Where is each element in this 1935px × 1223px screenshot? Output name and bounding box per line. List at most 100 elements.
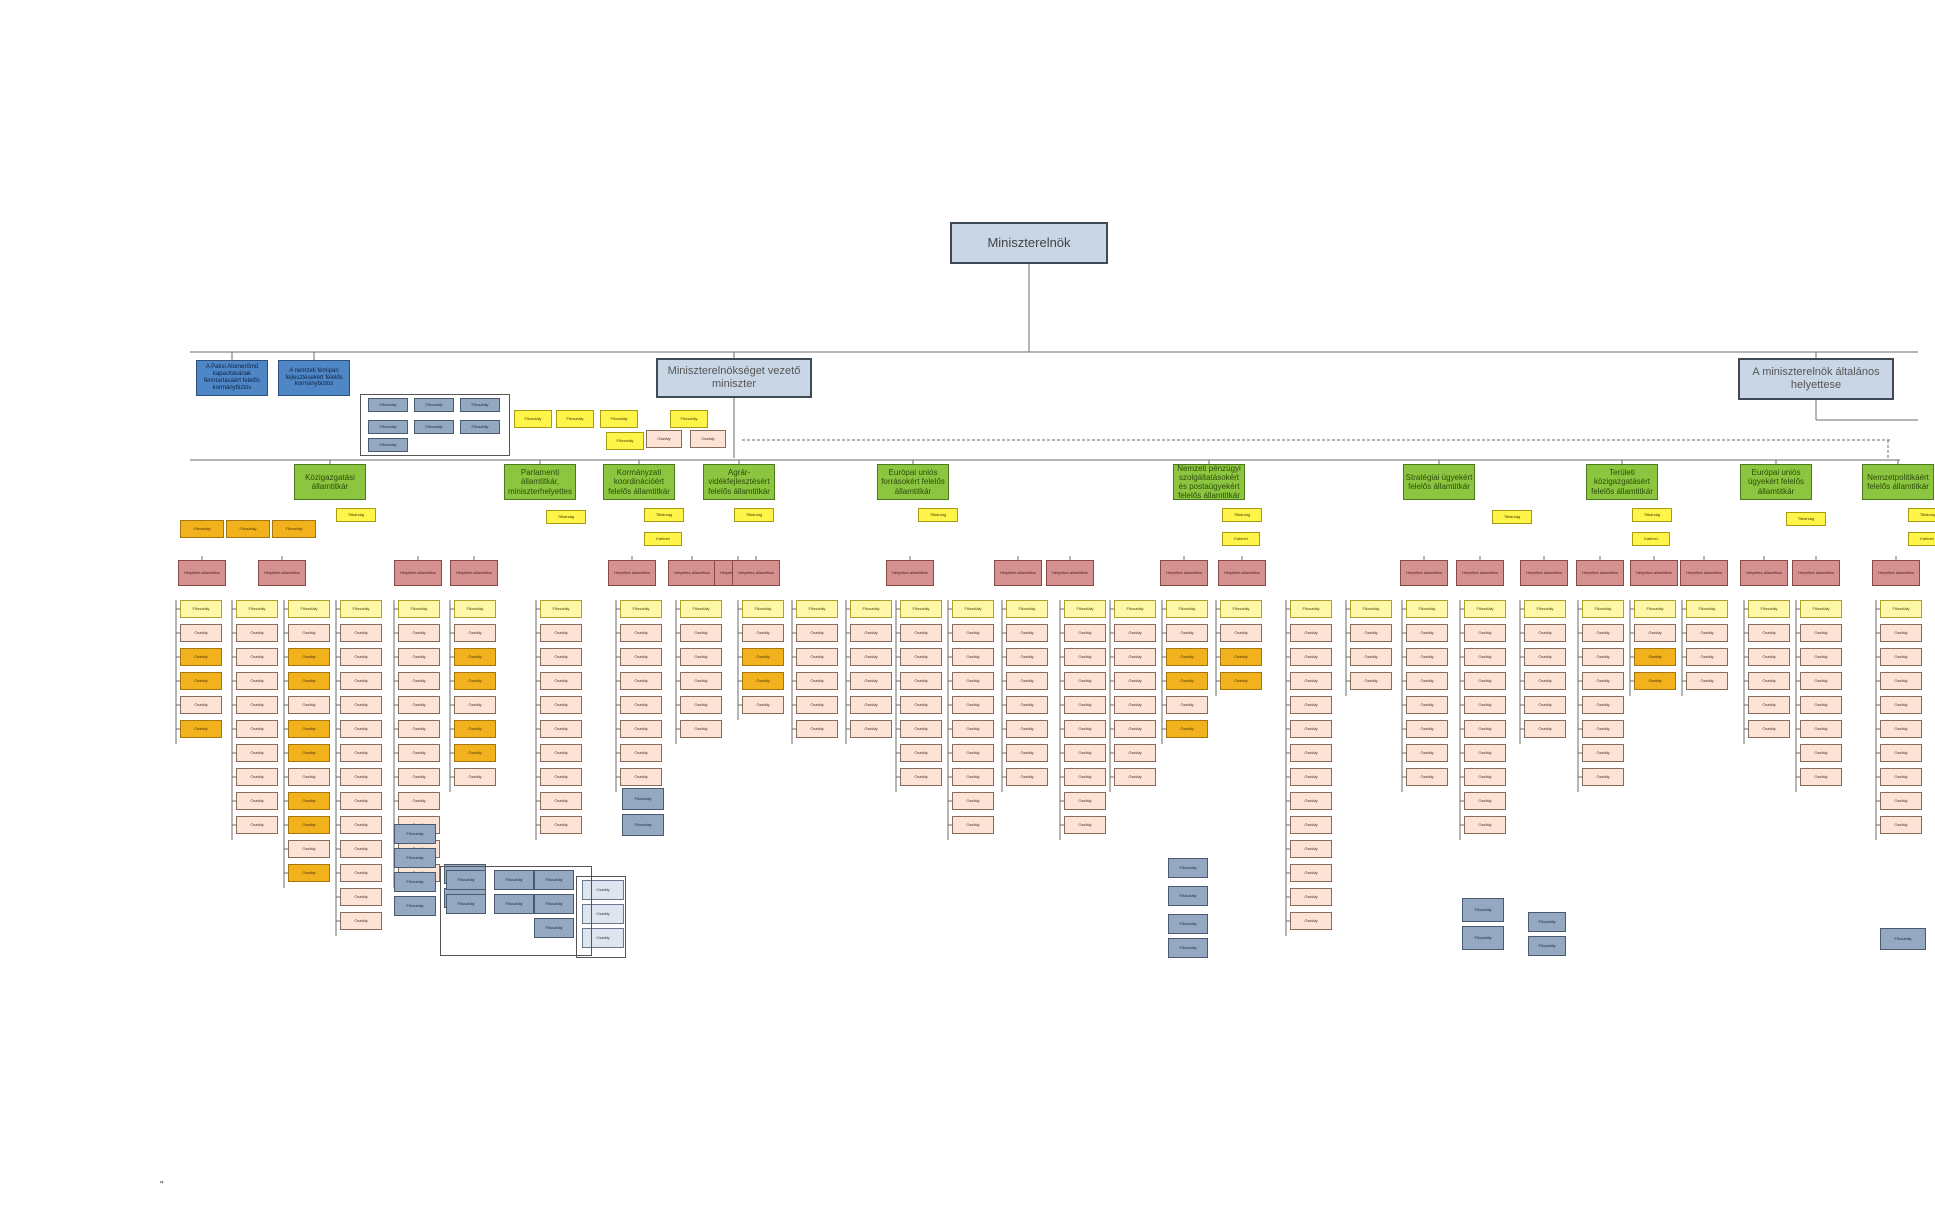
lyel-unit-box[interactable]: Főosztály <box>1006 600 1048 618</box>
peach-unit-box[interactable]: Osztály <box>646 430 682 448</box>
peach-unit-box[interactable]: Osztály <box>288 840 330 858</box>
peach-unit-box[interactable]: Osztály <box>850 720 892 738</box>
peach-unit-box[interactable]: Osztály <box>1114 768 1156 786</box>
peach-unit-box[interactable]: Osztály <box>1800 744 1842 762</box>
yellow-unit-box[interactable]: Titkárság <box>1908 508 1935 522</box>
peach-unit-box[interactable]: Osztály <box>540 816 582 834</box>
grey-unit-box[interactable]: Főosztály <box>1528 936 1566 956</box>
red-unit-box[interactable]: Helyettes államtitkár <box>994 560 1042 586</box>
peach-unit-box[interactable]: Osztály <box>952 744 994 762</box>
grey-unit-box[interactable]: Főosztály <box>494 894 534 914</box>
peach-unit-box[interactable]: Osztály <box>1582 720 1624 738</box>
lyel-unit-box[interactable]: Főosztály <box>1464 600 1506 618</box>
orange-unit-box[interactable]: Osztály <box>1166 672 1208 690</box>
peach-unit-box[interactable]: Osztály <box>1290 768 1332 786</box>
lgrey-unit-box[interactable]: Osztály <box>582 928 624 948</box>
peach-unit-box[interactable]: Osztály <box>1880 624 1922 642</box>
grey-unit-box[interactable]: Főosztály <box>414 398 454 412</box>
peach-unit-box[interactable]: Osztály <box>1524 624 1566 642</box>
peach-unit-box[interactable]: Osztály <box>1880 768 1922 786</box>
red-unit-box[interactable]: Helyettes államtitkár <box>450 560 498 586</box>
yellow-unit-box[interactable]: Főosztály <box>556 410 594 428</box>
peach-unit-box[interactable]: Osztály <box>680 648 722 666</box>
lyel-unit-box[interactable]: Főosztály <box>742 600 784 618</box>
peach-unit-box[interactable]: Osztály <box>1524 648 1566 666</box>
peach-unit-box[interactable]: Osztály <box>288 624 330 642</box>
peach-unit-box[interactable]: Osztály <box>1064 768 1106 786</box>
peach-unit-box[interactable]: Osztály <box>1006 672 1048 690</box>
orange-unit-box[interactable]: Osztály <box>454 720 496 738</box>
yellow-unit-box[interactable]: Titkárság <box>1222 508 1262 522</box>
orange-unit-box[interactable]: Osztály <box>1220 672 1262 690</box>
peach-unit-box[interactable]: Osztály <box>454 624 496 642</box>
orange-unit-box[interactable]: Osztály <box>454 648 496 666</box>
peach-unit-box[interactable]: Osztály <box>1464 696 1506 714</box>
grey-unit-box[interactable]: Főosztály <box>534 894 574 914</box>
peach-unit-box[interactable]: Osztály <box>1114 624 1156 642</box>
yellow-unit-box[interactable]: Titkárság <box>1786 512 1826 526</box>
grey-unit-box[interactable]: Főosztály <box>394 848 436 868</box>
lyel-unit-box[interactable]: Főosztály <box>680 600 722 618</box>
lyel-unit-box[interactable]: Főosztály <box>1406 600 1448 618</box>
red-unit-box[interactable]: Helyettes államtitkár <box>1680 560 1728 586</box>
peach-unit-box[interactable]: Osztály <box>540 792 582 810</box>
peach-unit-box[interactable]: Osztály <box>796 696 838 714</box>
peach-unit-box[interactable]: Osztály <box>540 768 582 786</box>
peach-unit-box[interactable]: Osztály <box>742 696 784 714</box>
lyel-unit-box[interactable]: Főosztály <box>398 600 440 618</box>
state-secretary-box[interactable]: Európai uniós ügyekért felelős államtitk… <box>1740 464 1812 500</box>
peach-unit-box[interactable]: Osztály <box>1350 672 1392 690</box>
peach-unit-box[interactable]: Osztály <box>540 624 582 642</box>
peach-unit-box[interactable]: Osztály <box>540 744 582 762</box>
peach-unit-box[interactable]: Osztály <box>1748 672 1790 690</box>
lyel-unit-box[interactable]: Főosztály <box>1166 600 1208 618</box>
grey-unit-box[interactable]: Főosztály <box>368 398 408 412</box>
grey-unit-box[interactable]: Főosztály <box>446 894 486 914</box>
peach-unit-box[interactable]: Osztály <box>1406 648 1448 666</box>
peach-unit-box[interactable]: Osztály <box>1406 672 1448 690</box>
peach-unit-box[interactable]: Osztály <box>1290 744 1332 762</box>
peach-unit-box[interactable]: Osztály <box>1406 696 1448 714</box>
peach-unit-box[interactable]: Osztály <box>1582 648 1624 666</box>
red-unit-box[interactable]: Helyettes államtitkár <box>1576 560 1624 586</box>
lyel-unit-box[interactable]: Főosztály <box>1686 600 1728 618</box>
red-unit-box[interactable]: Helyettes államtitkár <box>258 560 306 586</box>
yellow-unit-box[interactable]: Titkárság <box>1632 508 1672 522</box>
red-unit-box[interactable]: Helyettes államtitkár <box>608 560 656 586</box>
lyel-unit-box[interactable]: Főosztály <box>796 600 838 618</box>
peach-unit-box[interactable]: Osztály <box>1290 912 1332 930</box>
peach-unit-box[interactable]: Osztály <box>1350 648 1392 666</box>
peach-unit-box[interactable]: Osztály <box>1006 768 1048 786</box>
peach-unit-box[interactable]: Osztály <box>340 888 382 906</box>
orange-unit-box[interactable]: Osztály <box>288 792 330 810</box>
orange-unit-box[interactable]: Osztály <box>742 672 784 690</box>
peach-unit-box[interactable]: Osztály <box>1290 816 1332 834</box>
peach-unit-box[interactable]: Osztály <box>340 912 382 930</box>
lyel-unit-box[interactable]: Főosztály <box>236 600 278 618</box>
lyel-unit-box[interactable]: Főosztály <box>1748 600 1790 618</box>
peach-unit-box[interactable]: Osztály <box>1582 744 1624 762</box>
peach-unit-box[interactable]: Osztály <box>1464 768 1506 786</box>
yellow-unit-box[interactable]: Titkárság <box>336 508 376 522</box>
lyel-unit-box[interactable]: Főosztály <box>1582 600 1624 618</box>
peach-unit-box[interactable]: Osztály <box>1006 624 1048 642</box>
yellow-unit-box[interactable]: Kabinet <box>1222 532 1260 546</box>
peach-unit-box[interactable]: Osztály <box>1114 648 1156 666</box>
peach-unit-box[interactable]: Osztály <box>900 648 942 666</box>
yellow-unit-box[interactable]: Kabinet <box>1632 532 1670 546</box>
orange-unit-box[interactable]: Osztály <box>288 672 330 690</box>
prime-minister-box[interactable]: Miniszterelnök <box>950 222 1108 264</box>
peach-unit-box[interactable]: Osztály <box>180 624 222 642</box>
peach-unit-box[interactable]: Osztály <box>1006 648 1048 666</box>
peach-unit-box[interactable]: Osztály <box>1880 648 1922 666</box>
peach-unit-box[interactable]: Osztály <box>1464 744 1506 762</box>
peach-unit-box[interactable]: Osztály <box>900 720 942 738</box>
yellow-unit-box[interactable]: Kabinet <box>644 532 682 546</box>
peach-unit-box[interactable]: Osztály <box>1064 816 1106 834</box>
grey-unit-box[interactable]: Főosztály <box>446 870 486 890</box>
red-unit-box[interactable]: Helyettes államtitkár <box>1160 560 1208 586</box>
peach-unit-box[interactable]: Osztály <box>680 696 722 714</box>
orange-unit-box[interactable]: Osztály <box>454 744 496 762</box>
peach-unit-box[interactable]: Osztály <box>796 672 838 690</box>
state-secretary-box[interactable]: Nemzeti pénzügyi szolgáltatásokért és po… <box>1173 464 1245 500</box>
